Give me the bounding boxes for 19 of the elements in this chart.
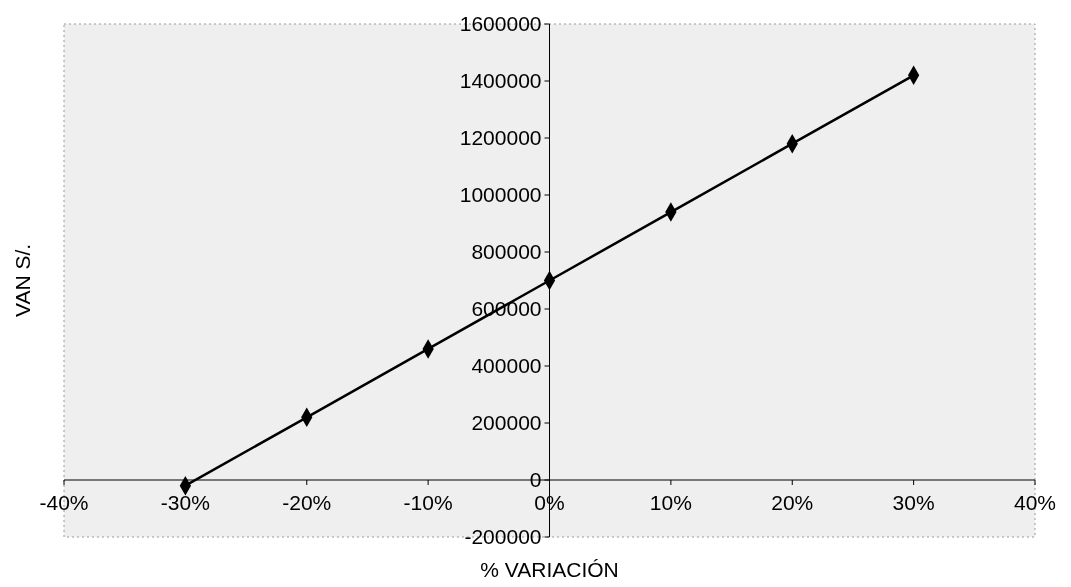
x-tick-label: -30% <box>160 491 210 514</box>
x-tick-label: -20% <box>282 491 332 514</box>
y-tick-label: 1200000 <box>459 126 542 150</box>
y-tick-label: 1000000 <box>459 183 542 207</box>
x-tick-label: 10% <box>649 491 692 514</box>
y-tick-label: 0 <box>529 468 542 492</box>
y-tick-label: -200000 <box>464 525 542 549</box>
x-tick-label: 40% <box>1013 491 1057 514</box>
y-tick-label: 1600000 <box>459 12 542 36</box>
y-tick-label: 1400000 <box>459 69 542 93</box>
y-axis-title: VAN S/. <box>11 243 34 318</box>
x-tick-label: -10% <box>403 491 453 514</box>
y-tick-label: 200000 <box>471 411 542 435</box>
x-axis-title: % VARIACIÓN <box>480 558 619 581</box>
y-tick-label: 800000 <box>471 240 542 264</box>
x-tick-label: -40% <box>39 491 89 514</box>
y-tick-label: 400000 <box>471 354 542 378</box>
x-tick-label: 30% <box>892 491 935 514</box>
x-tick-label: 20% <box>771 491 814 514</box>
